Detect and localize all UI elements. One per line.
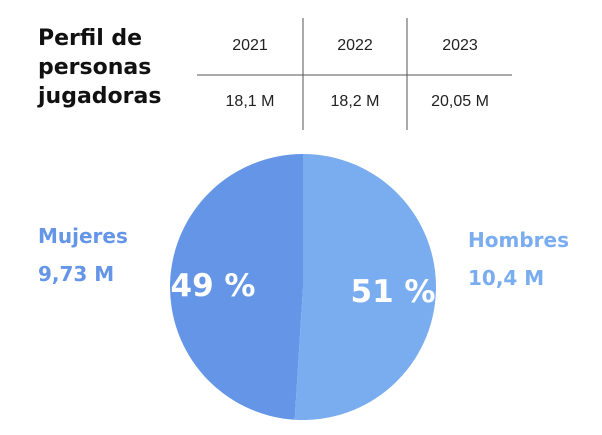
table-value-2023: 20,05 M <box>431 93 489 110</box>
legend-hombres-count: 10,4 M <box>468 266 545 290</box>
table-grid-lines <box>197 18 512 130</box>
legend-hombres-name: Hombres <box>468 228 569 252</box>
table-year-2021: 2021 <box>232 37 268 54</box>
title-line-1: Perfil de <box>38 26 143 51</box>
table-year-2023: 2023 <box>442 37 478 54</box>
table-value-2021: 18,1 M <box>225 93 275 110</box>
players-table: 2021 2022 2023 18,1 M 18,2 M 20,05 M <box>0 0 602 140</box>
legend-mujeres-count: 9,73 M <box>38 262 115 286</box>
pie-label-hombres: 51 % <box>351 274 436 310</box>
legend-mujeres-name: Mujeres <box>38 224 128 248</box>
chart-title: Perfil de personas jugadoras <box>38 24 198 111</box>
title-line-3: jugadoras <box>38 84 162 109</box>
title-line-2: personas <box>38 55 152 80</box>
table-value-2022: 18,2 M <box>330 93 380 110</box>
table-year-2022: 2022 <box>337 37 373 54</box>
pie-label-mujeres: 49 % <box>171 268 256 304</box>
pie-slice-mujeres <box>170 154 303 420</box>
pie-slice-hombres <box>294 154 437 420</box>
